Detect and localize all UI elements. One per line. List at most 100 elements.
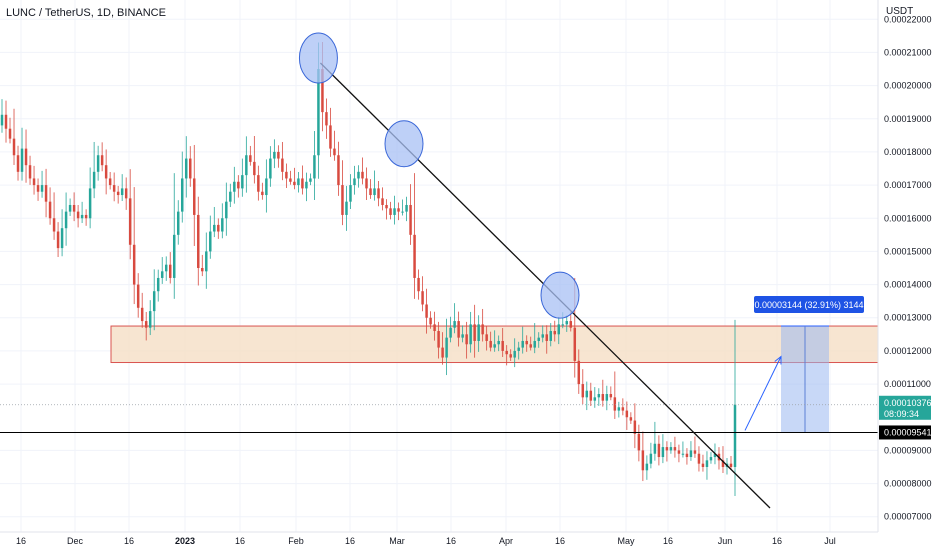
time-tick-5: Feb [288,536,304,546]
candle-body-101 [405,204,408,212]
candle-body-25 [100,155,104,166]
time-tick-8: 16 [446,536,456,546]
candle-body-55 [221,218,224,232]
candle-body-5 [20,148,24,172]
candle-body-3 [12,138,16,156]
candle-body-50 [201,268,204,272]
price-tick-11: 0.00011000 [884,379,931,389]
candle-body-51 [205,251,208,272]
candle-body-113 [453,321,456,328]
candle-body-38 [152,291,156,312]
candle-body-68 [273,151,276,159]
candle-body-72 [289,178,292,182]
candle-body-172 [689,450,693,458]
candle-body-6 [24,148,28,166]
candle-body-44 [176,211,180,235]
axis-corner[interactable] [878,532,932,550]
candle-body-107 [429,317,432,325]
price-axis-unit: USDT [886,6,914,17]
candle-body-139 [557,324,561,335]
candle-body-41 [164,264,168,272]
candle-body-154 [617,407,621,411]
candle-body-121 [485,334,488,341]
time-tick-2: 16 [124,536,134,546]
horizontal-level-tag: 0.00009541 [879,425,932,440]
candle-body-74 [297,178,300,186]
price-tick-1: 0.00021000 [884,47,932,57]
candle-body-37 [148,311,152,328]
touch-circle-3[interactable] [540,271,580,319]
candle-body-119 [477,324,480,341]
candle-body-24 [96,155,100,172]
candle-body-122 [489,340,492,348]
time-tick-14: 16 [772,536,782,546]
candle-body-92 [369,188,372,196]
candle-body-151 [605,394,609,401]
candle-body-134 [537,337,540,341]
measure-label[interactable]: 0.00003144 (32.91%) 3144 [754,296,864,314]
candle-body-123 [493,344,496,348]
candle-body-115 [461,334,464,338]
candle-body-28 [112,185,116,192]
candle-body-48 [193,178,196,215]
touch-circle-1[interactable] [298,32,338,84]
candle-body-36 [144,321,148,328]
candle-body-78 [313,155,316,179]
touch-circles [298,32,580,319]
candle-body-80 [321,69,324,113]
time-tick-13: Jun [718,536,733,546]
candle-body-138 [553,331,556,335]
candle-body-136 [545,334,548,341]
candle-body-14 [56,231,60,249]
candle-body-159 [637,433,641,451]
candle-body-94 [377,188,380,199]
price-tick-9: 0.00013000 [884,313,932,323]
candle-body-34 [136,284,140,308]
candle-body-71 [285,171,288,179]
candle-body-35 [140,307,144,322]
candle-body-56 [225,201,228,219]
candle-body-168 [673,447,677,451]
price-tick-6: 0.00016000 [884,213,932,223]
time-tick-11: May [617,536,635,546]
time-axis-panel[interactable] [0,532,878,550]
candle-body-61 [245,155,248,176]
candle-body-144 [577,360,581,385]
time-tick-4: 16 [235,536,245,546]
candle-body-0 [0,114,4,126]
candle-body-126 [505,350,508,355]
candle-body-98 [393,208,396,215]
candle-body-97 [389,208,392,215]
candle-body-129 [517,347,520,351]
candle-body-19 [76,211,80,219]
candle-body-180 [721,460,725,467]
price-tick-7: 0.00015000 [884,246,932,256]
price-tick-5: 0.00017000 [884,180,932,190]
price-axis-panel[interactable] [878,0,932,550]
candle-body-140 [561,324,565,326]
last-price-tag: 0.00010376 08:09:34 [879,395,932,420]
candle-body-170 [681,453,685,455]
candle-body-167 [669,447,673,451]
measure-label-text: 0.00003144 (32.91%) 3144 [754,300,863,310]
candle-body-81 [325,112,328,126]
candle-body-88 [353,178,356,186]
candle-body-165 [661,447,665,458]
touch-circle-2[interactable] [384,120,424,168]
price-tick-2: 0.00020000 [884,81,932,91]
candle-body-111 [445,337,448,358]
candle-body-163 [653,443,657,454]
candle-body-169 [677,450,681,454]
candle-body-137 [549,331,552,341]
candle-body-27 [108,178,112,186]
price-tick-14: 0.00007000 [884,512,932,522]
projection-arrow[interactable] [744,356,782,431]
candle-body-171 [685,453,689,458]
candle-body-60 [241,175,244,189]
time-axis-ticks: 16 Dec 16 2023 16 Feb 16 Mar 16 Apr 16 May 16 Jun 16 Ju… [16,536,836,546]
candle-body-178 [713,453,717,458]
candle-body-176 [705,460,709,467]
measure-target-box[interactable] [781,325,829,433]
